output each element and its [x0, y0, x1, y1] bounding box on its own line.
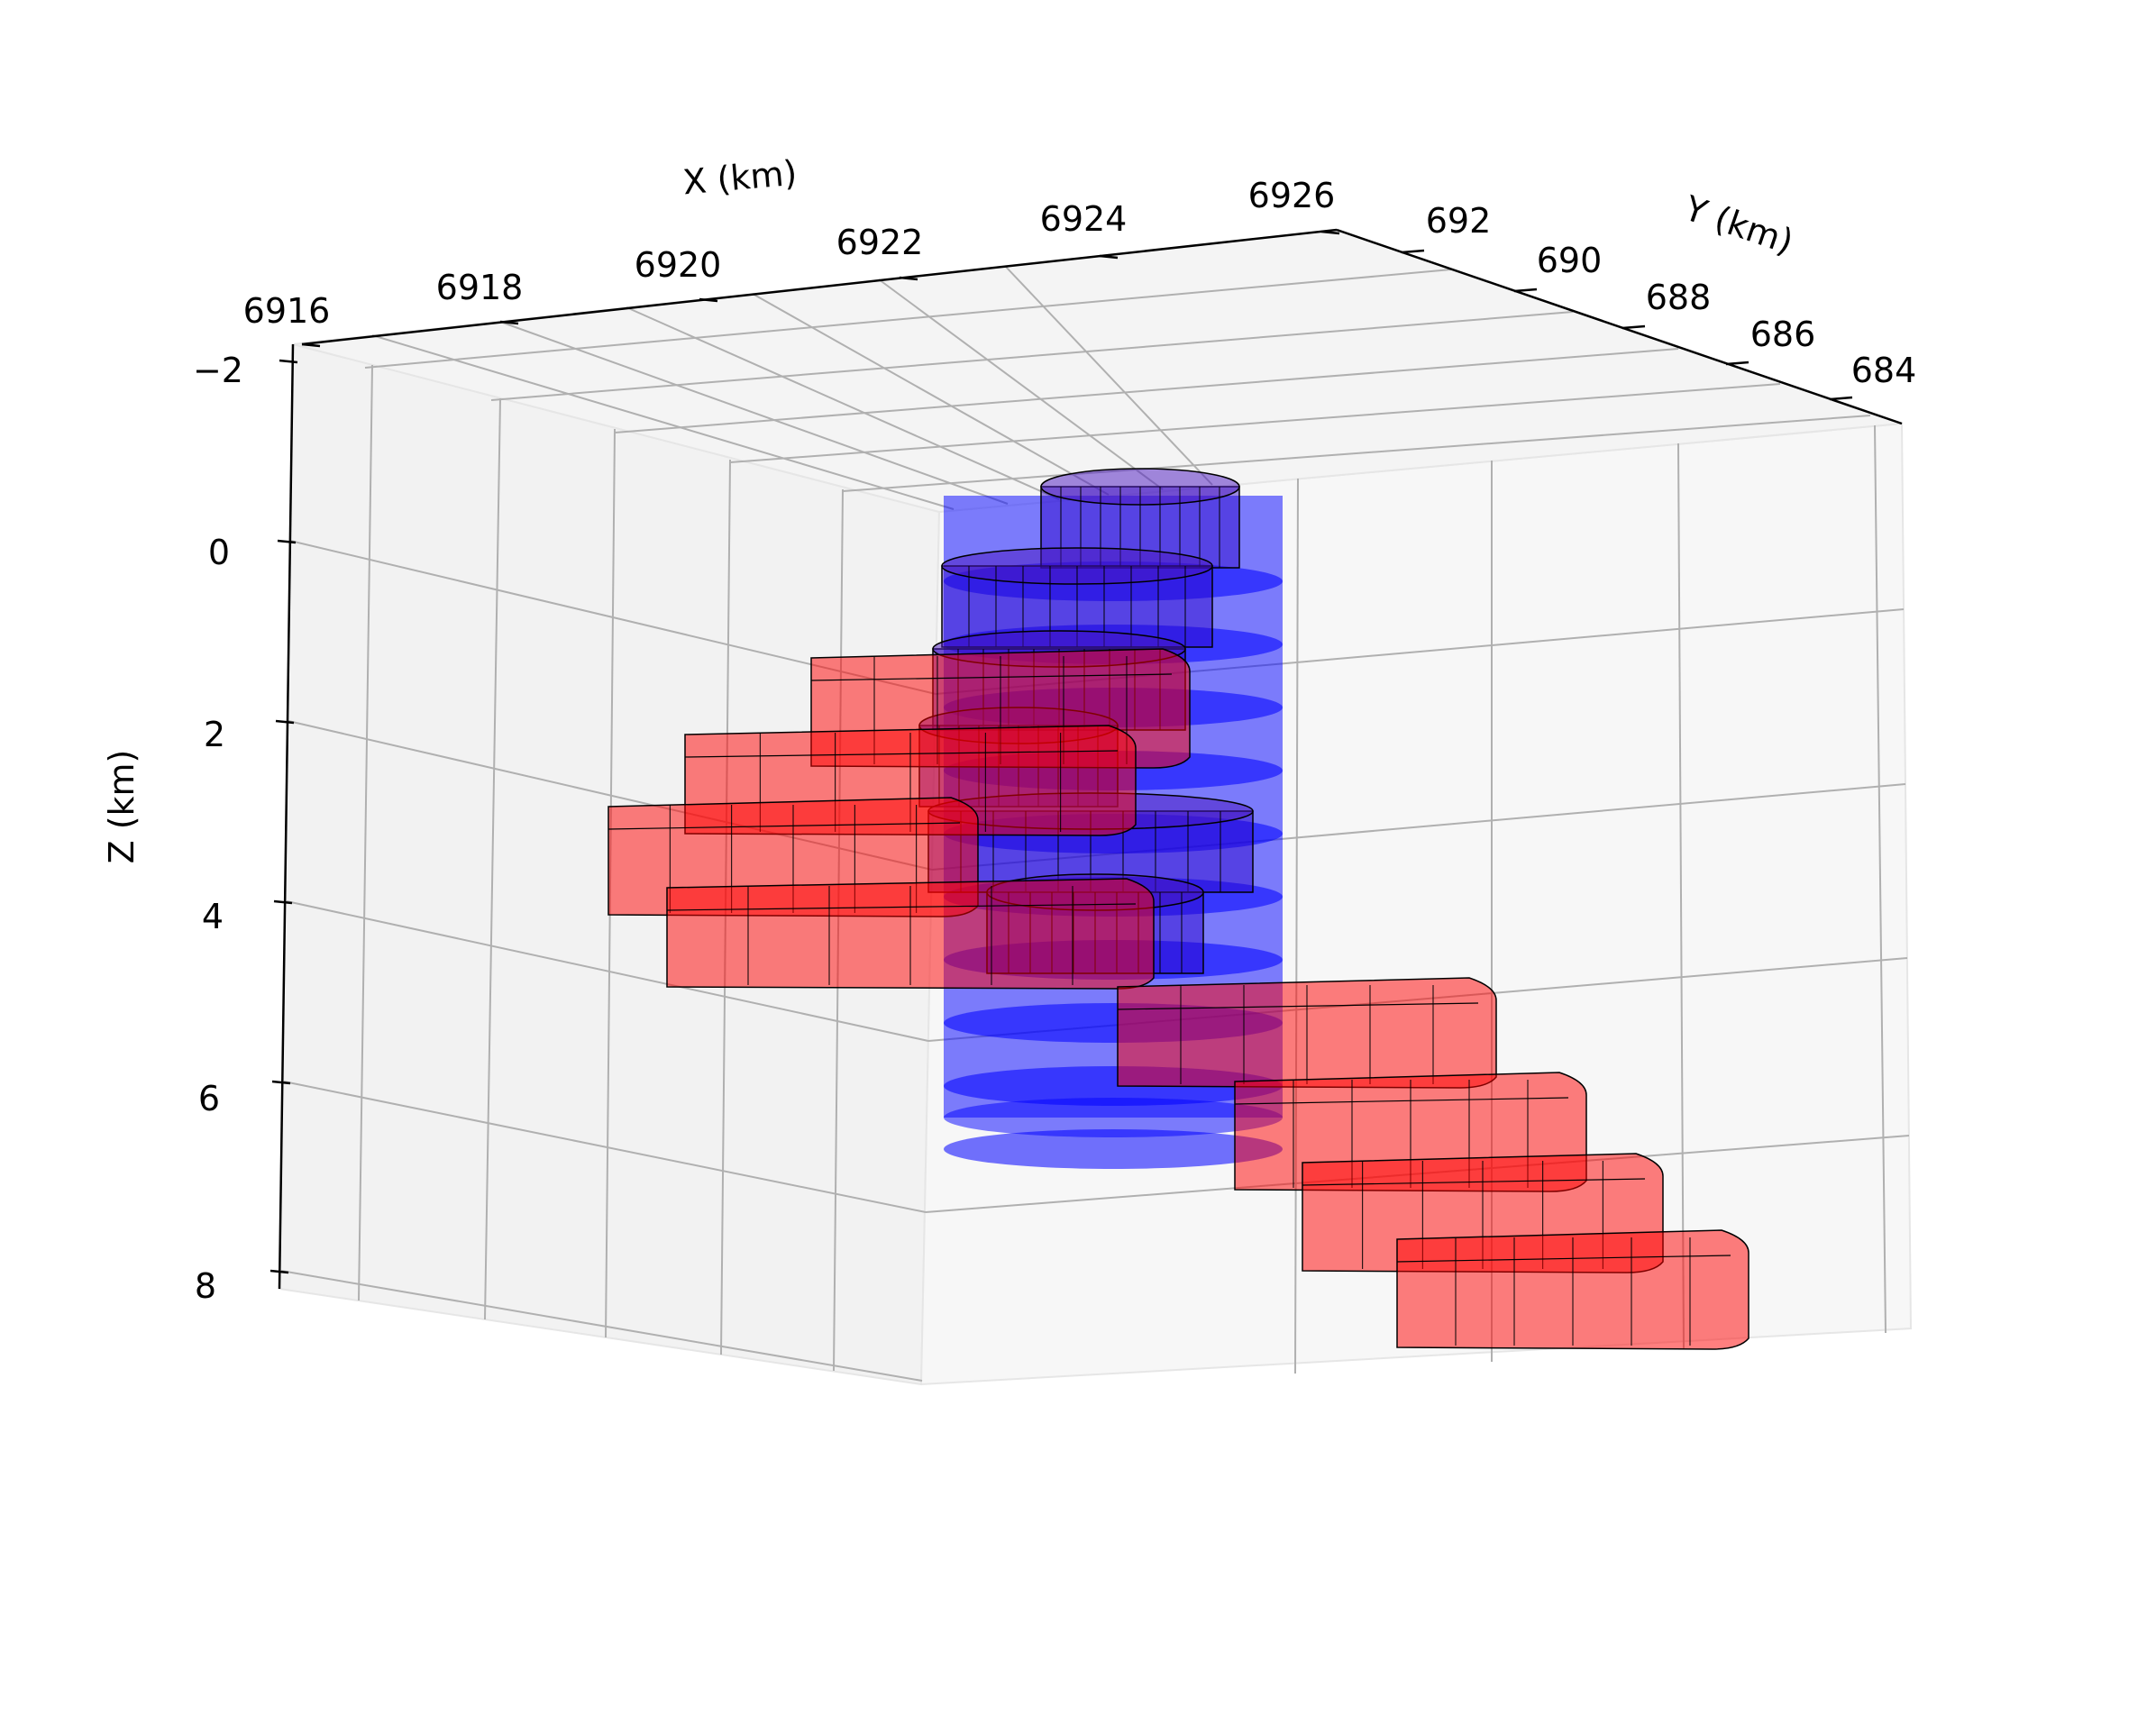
y-tick-label: 686 [1750, 315, 1816, 354]
blue-cylinder-disc [944, 1129, 1283, 1169]
tick-marks [270, 230, 1853, 1274]
y-axis-line [1336, 228, 1903, 425]
x-axis-line [301, 228, 1338, 346]
x-tick-labels: 6916 6918 6920 6922 6924 6926 [243, 176, 1336, 331]
z-tick-label: 4 [202, 897, 224, 936]
y-tick-label: 684 [1851, 351, 1917, 390]
z-tick-label: 8 [195, 1266, 216, 1306]
z-tick-label: 2 [204, 715, 225, 754]
y-tick-labels: 692 690 688 686 684 [1426, 201, 1917, 390]
x-tick-label: 6918 [436, 268, 524, 307]
z-tick-label: −2 [193, 351, 243, 390]
x-tick-label: 6922 [836, 223, 924, 262]
x-tick-label: 6916 [243, 291, 331, 331]
y-tick-label: 690 [1537, 241, 1603, 280]
z-tick-label: 0 [208, 533, 230, 572]
x-tick-label: 6924 [1040, 199, 1128, 239]
red-slab [666, 878, 1155, 990]
red-slab [1117, 977, 1497, 1089]
z-axis-line [278, 343, 295, 1290]
y-tick-label: 692 [1426, 201, 1492, 241]
x-tick-label: 6920 [635, 245, 722, 285]
z-tick-labels: −2 0 2 4 6 8 [193, 351, 243, 1306]
y-axis-label: Y (km) [1679, 187, 1798, 261]
z-tick-label: 6 [198, 1079, 220, 1118]
red-slab-series [608, 648, 1749, 1350]
axis-lines [278, 228, 1903, 1290]
red-slab [1396, 1229, 1749, 1350]
z-axis-label: Z (km) [102, 750, 142, 864]
blue-cylinder-bottom [944, 1098, 1283, 1137]
y-tick-label: 688 [1646, 278, 1712, 317]
x-axis-label: X (km) [681, 153, 799, 203]
x-tick-label: 6926 [1248, 176, 1336, 215]
